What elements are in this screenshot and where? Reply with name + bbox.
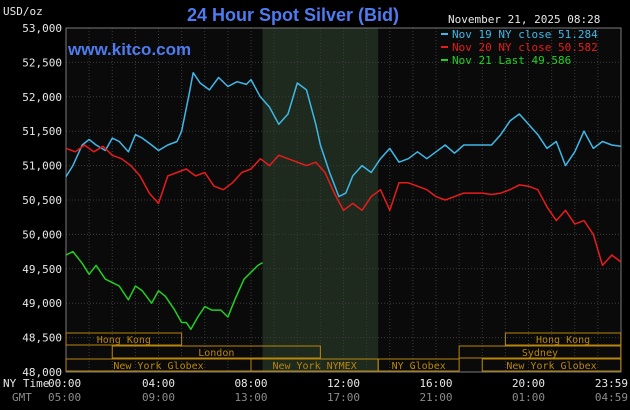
legend-entry: Nov 21 Last 49.586 bbox=[452, 54, 571, 67]
y-tick-label: 48,500 bbox=[22, 332, 62, 345]
x-tick-gmt: 17:00 bbox=[327, 391, 360, 404]
y-tick-label: 48,000 bbox=[22, 366, 62, 379]
session-label: NY Globex bbox=[392, 361, 446, 372]
session-label: Sydney bbox=[522, 348, 558, 359]
y-tick-label: 49,000 bbox=[22, 297, 62, 310]
site-watermark: www.kitco.com bbox=[67, 40, 191, 59]
plot-border bbox=[65, 27, 622, 373]
y-tick-label: 50,000 bbox=[22, 228, 62, 241]
y-tick-label: 53,000 bbox=[22, 22, 62, 35]
x-tick-ny: 12:00 bbox=[327, 377, 360, 390]
legend-entry: Nov 19 NY close 51.284 bbox=[452, 28, 598, 41]
session-bar bbox=[458, 345, 622, 359]
session-label: Hong Kong bbox=[536, 335, 590, 346]
x-tick-gmt: 21:00 bbox=[419, 391, 452, 404]
chart-date: November 21, 2025 08:28 bbox=[448, 13, 600, 26]
y-tick-label: 50,500 bbox=[22, 194, 62, 207]
x-tick-ny: 00:00 bbox=[48, 377, 81, 390]
session-label: New York Globex bbox=[506, 361, 596, 372]
x-tick-gmt: 01:00 bbox=[512, 391, 545, 404]
x-tick-ny: 20:00 bbox=[512, 377, 545, 390]
session-bar bbox=[65, 332, 183, 346]
x-tick-gmt: 05:00 bbox=[48, 391, 81, 404]
y-tick-label: 51,000 bbox=[22, 160, 62, 173]
gmt-row-label: GMT bbox=[12, 391, 32, 404]
y-tick-label: 52,000 bbox=[22, 91, 62, 104]
y-tick-label: 52,500 bbox=[22, 56, 62, 69]
x-tick-ny: 04:00 bbox=[142, 377, 175, 390]
session-label: London bbox=[198, 348, 234, 359]
series-line-nov-20 bbox=[65, 144, 622, 267]
series-line-nov-19 bbox=[65, 71, 621, 198]
session-bar bbox=[111, 345, 321, 359]
ny-time-row-label: NY Time bbox=[3, 377, 49, 390]
session-label: New York Globex bbox=[113, 361, 203, 372]
x-tick-gmt: 09:00 bbox=[142, 391, 175, 404]
chart-title: 24 Hour Spot Silver (Bid) bbox=[187, 5, 399, 25]
session-bar bbox=[377, 358, 460, 372]
session-bar bbox=[504, 332, 622, 346]
y-axis-unit: USD/oz bbox=[3, 5, 43, 18]
series-line-nov-21 bbox=[65, 250, 263, 331]
session-label: Hong Kong bbox=[97, 335, 151, 346]
x-tick-ny: 16:00 bbox=[419, 377, 452, 390]
session-bar bbox=[481, 358, 622, 372]
y-tick-label: 51,500 bbox=[22, 125, 62, 138]
x-tick-ny: 08:00 bbox=[234, 377, 267, 390]
legend-entry: Nov 20 NY close 50.582 bbox=[452, 41, 598, 54]
x-tick-gmt: 04:59 bbox=[595, 391, 628, 404]
session-label: New York NYMEX bbox=[272, 361, 356, 372]
x-tick-gmt: 13:00 bbox=[234, 391, 267, 404]
y-tick-label: 49,500 bbox=[22, 263, 62, 276]
x-tick-ny: 23:59 bbox=[595, 377, 628, 390]
